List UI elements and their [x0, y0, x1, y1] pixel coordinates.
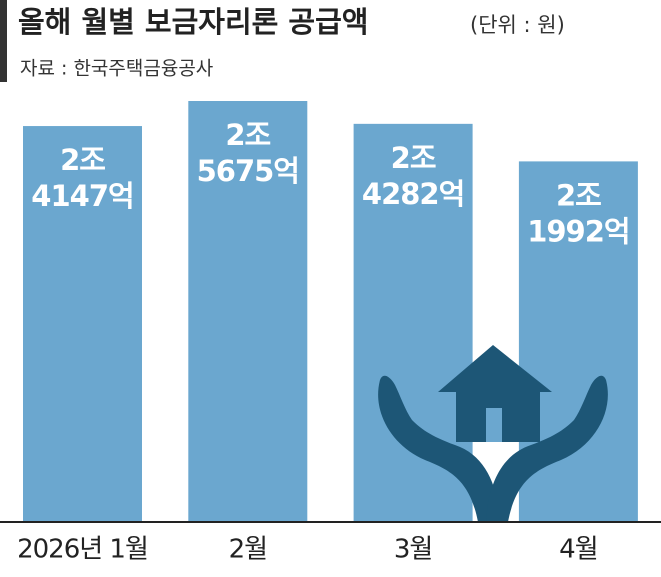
value-label: 2조: [391, 141, 436, 175]
x-tick-label: 4월: [559, 535, 597, 565]
unit-label: (단위 : 원): [470, 13, 565, 37]
value-label: 5675억: [197, 154, 299, 188]
left-hand: [378, 375, 500, 522]
value-label: 4147억: [31, 179, 133, 213]
value-label: 4282억: [362, 177, 464, 211]
value-label: 2조: [225, 118, 270, 152]
illustration: [378, 345, 608, 522]
x-tick-label: 2월: [229, 535, 267, 565]
bar: [188, 101, 308, 522]
x-tick-label: 3월: [394, 535, 432, 565]
house: [438, 345, 552, 442]
chart-title: 올해 월별 보금자리론 공급액: [18, 5, 368, 39]
right-hand: [486, 375, 608, 522]
header-bar: [0, 0, 7, 82]
value-label: 1992억: [527, 214, 629, 248]
source: 자료 : 한국주택금융공사: [20, 58, 213, 80]
value-label: 2조: [60, 143, 105, 177]
value-label: 2조: [556, 178, 601, 212]
x-tick-label: 2026년 1월: [17, 535, 148, 565]
bar: [23, 126, 142, 523]
house-door: [486, 408, 502, 442]
